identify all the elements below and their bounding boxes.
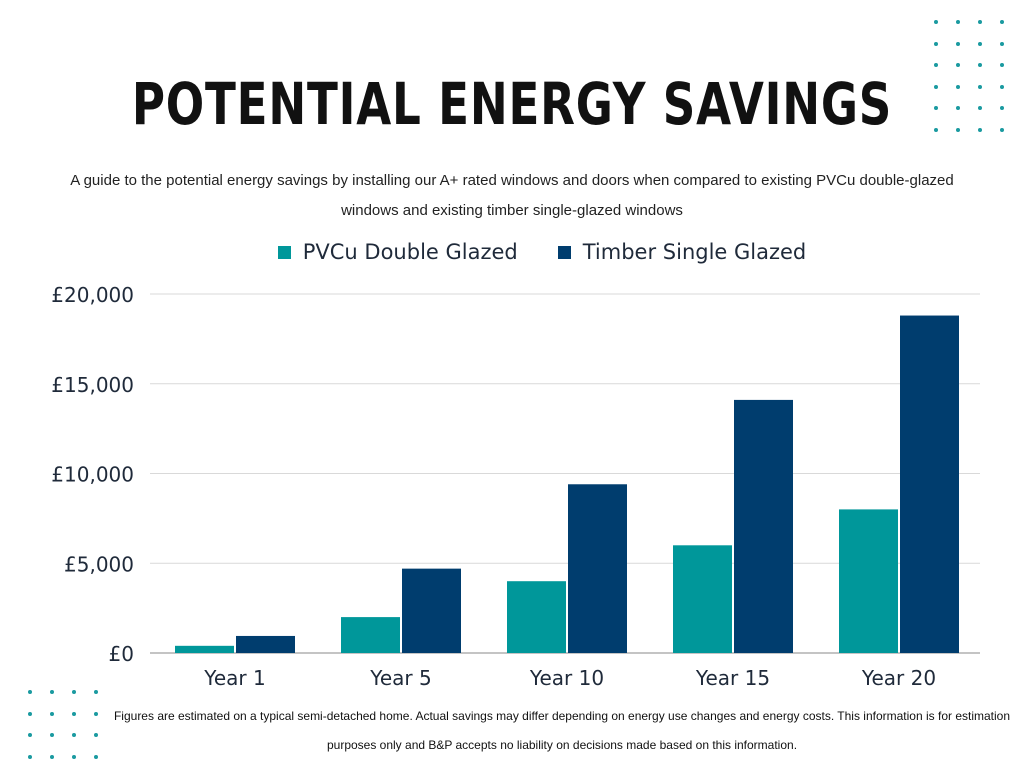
decorative-dot xyxy=(978,20,982,24)
bar-pvcu xyxy=(507,581,566,653)
decorative-dot xyxy=(956,84,960,89)
bar-timber xyxy=(734,399,793,653)
bar-pvcu xyxy=(673,545,732,653)
decorative-dot xyxy=(1000,63,1004,67)
x-tick-label: Year 5 xyxy=(369,666,431,690)
decorative-dot xyxy=(934,63,938,67)
decorative-dot xyxy=(956,20,960,24)
decorative-dot xyxy=(934,20,938,24)
footnote: Figures are estimated on a typical semi-… xyxy=(113,709,1011,752)
x-tick-label: Year 15 xyxy=(695,666,770,690)
decorative-dot xyxy=(1000,127,1004,132)
y-tick-label: £10,000 xyxy=(51,463,134,487)
x-tick-label: Year 20 xyxy=(861,666,936,690)
y-tick-label: £5,000 xyxy=(64,552,134,576)
bar-pvcu xyxy=(839,509,898,653)
bar-chart: £0 £5,000 £10,000 £15,000 £20,000 Year 1 Year … xyxy=(51,283,980,690)
x-tick-label: Year 10 xyxy=(529,666,604,690)
decorative-dot xyxy=(1000,84,1004,89)
bar-timber xyxy=(402,568,461,653)
decorative-dot xyxy=(72,733,76,737)
legend-swatch-timber xyxy=(557,245,571,259)
x-tick-label: Year 1 xyxy=(203,666,265,690)
bar-timber xyxy=(900,315,959,653)
decorative-dot xyxy=(94,690,98,694)
bar-pvcu xyxy=(175,645,234,653)
decorative-dot xyxy=(94,754,98,759)
decorative-dot xyxy=(934,106,938,110)
decorative-dot xyxy=(1000,41,1004,46)
decorative-dot xyxy=(28,733,32,737)
decorative-dot xyxy=(94,733,98,737)
decorative-dot xyxy=(28,690,32,694)
decorative-dot xyxy=(934,127,938,132)
legend-swatch-pvcu xyxy=(277,245,291,259)
y-tick-label: £20,000 xyxy=(51,283,134,307)
chart-legend: PVCu Double Glazed Timber Single Glazed xyxy=(0,240,1024,264)
decorative-dot xyxy=(50,754,54,759)
legend-item-timber: Timber Single Glazed xyxy=(557,240,807,264)
y-tick-label: £15,000 xyxy=(51,373,134,397)
decorative-dot xyxy=(978,63,982,67)
decorative-dot xyxy=(978,106,982,110)
decorative-dot xyxy=(1000,106,1004,110)
decorative-dot xyxy=(956,127,960,132)
decorative-dot xyxy=(28,711,32,716)
decorative-dot xyxy=(956,41,960,46)
decorative-dot xyxy=(50,711,54,716)
decorative-dot xyxy=(72,711,76,716)
decorative-dot xyxy=(72,690,76,694)
decorative-dot xyxy=(978,41,982,46)
decorative-dot xyxy=(1000,20,1004,24)
decorative-dot xyxy=(50,733,54,737)
decorative-dot xyxy=(978,84,982,89)
subtitle: A guide to the potential energy savings … xyxy=(70,172,954,219)
decorative-dot xyxy=(934,41,938,46)
legend-item-pvcu: PVCu Double Glazed xyxy=(277,240,518,264)
decorative-dot xyxy=(72,754,76,759)
decorative-dot xyxy=(94,711,98,716)
decorative-dot xyxy=(934,84,938,89)
bar-timber xyxy=(236,635,295,653)
decorative-dot xyxy=(956,106,960,110)
y-tick-label: £0 xyxy=(109,642,134,666)
bar-timber xyxy=(568,484,627,653)
legend-label-pvcu: PVCu Double Glazed xyxy=(302,240,518,264)
legend-label-timber: Timber Single Glazed xyxy=(582,240,807,264)
decorative-dot xyxy=(28,754,32,759)
bar-pvcu xyxy=(341,617,400,653)
decorative-dot xyxy=(978,127,982,132)
decorative-dot xyxy=(50,690,54,694)
decorative-dot xyxy=(956,63,960,67)
page-title: POTENTIAL ENERGY SAVINGS xyxy=(131,70,893,138)
